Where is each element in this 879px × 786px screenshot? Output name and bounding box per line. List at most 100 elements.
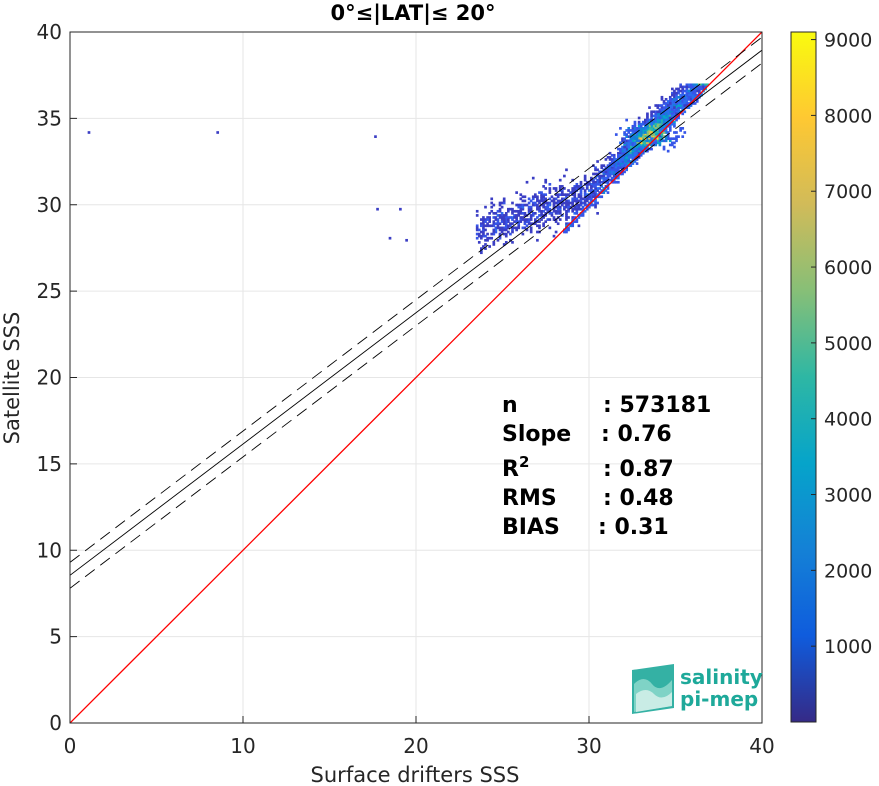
density-cell	[560, 214, 564, 217]
density-cell	[702, 85, 705, 89]
density-cell	[583, 199, 587, 203]
density-cell	[652, 127, 655, 130]
density-cell	[388, 236, 392, 240]
density-cell	[606, 172, 610, 176]
density-cell	[654, 133, 658, 136]
density-cell	[602, 172, 606, 176]
density-cell	[675, 104, 678, 107]
density-cell	[635, 158, 639, 161]
density-cell	[666, 122, 670, 126]
density-cell	[608, 156, 612, 159]
density-cell	[521, 195, 525, 199]
density-cell	[648, 135, 651, 138]
density-cell	[569, 201, 572, 205]
density-cell	[629, 139, 633, 143]
density-cell	[484, 238, 487, 242]
density-cell	[671, 110, 674, 114]
density-cell	[644, 118, 647, 122]
density-cell	[399, 207, 402, 211]
density-cell	[540, 199, 543, 203]
density-cell	[648, 127, 651, 130]
density-cell	[492, 220, 496, 223]
density-cell	[629, 147, 633, 151]
density-cell	[542, 197, 545, 201]
density-cell	[583, 193, 587, 197]
density-cell	[527, 220, 531, 223]
density-cell	[480, 236, 483, 240]
density-cell	[521, 232, 525, 236]
density-cell	[540, 209, 543, 213]
density-cell	[641, 141, 645, 145]
density-cell	[596, 172, 599, 176]
density-cell	[697, 87, 701, 91]
density-cell	[629, 133, 633, 136]
density-cell	[631, 131, 635, 134]
x-tick-label: 10	[230, 734, 255, 758]
density-cell	[631, 149, 635, 153]
density-cell	[668, 116, 672, 120]
density-cell	[552, 199, 556, 203]
density-cell	[573, 193, 577, 197]
density-cell	[498, 209, 502, 213]
density-cell	[675, 139, 678, 143]
density-cell	[585, 203, 589, 207]
density-cell	[482, 228, 485, 232]
density-cell	[641, 122, 645, 126]
density-cell	[668, 97, 672, 101]
density-cell	[637, 127, 641, 130]
density-cell	[639, 143, 643, 147]
density-cell	[685, 102, 689, 105]
density-cell	[484, 247, 487, 250]
density-cell	[662, 135, 666, 138]
density-cell	[496, 209, 500, 213]
density-cell	[621, 156, 624, 159]
density-cell	[617, 180, 620, 184]
y-tick-label: 5	[49, 625, 62, 649]
density-cell	[500, 226, 504, 230]
density-cell	[671, 108, 674, 112]
density-cell	[660, 135, 664, 138]
density-cell	[677, 135, 680, 138]
density-cell	[554, 189, 558, 192]
density-cell	[600, 174, 604, 178]
density-cell	[633, 147, 637, 151]
density-cell	[579, 187, 583, 190]
density-cell	[525, 180, 529, 184]
density-cell	[646, 147, 649, 151]
density-cell	[685, 100, 689, 103]
density-cell	[515, 220, 518, 223]
density-cell	[668, 114, 672, 118]
density-cell	[666, 100, 670, 103]
density-cell	[673, 100, 676, 103]
density-cell	[527, 201, 531, 205]
density-cell	[579, 191, 583, 194]
density-cell	[619, 141, 622, 145]
density-cell	[633, 153, 637, 157]
density-cell	[533, 203, 537, 207]
density-cell	[683, 93, 687, 97]
density-cell	[500, 216, 504, 219]
density-cell	[565, 205, 568, 209]
density-cell	[623, 131, 626, 134]
density-cell	[577, 195, 581, 199]
density-cell	[600, 195, 604, 199]
density-cell	[604, 176, 608, 180]
density-cell	[529, 222, 533, 226]
density-cell	[529, 207, 533, 211]
density-cell	[619, 147, 622, 151]
density-cell	[658, 124, 662, 128]
density-cell	[529, 199, 533, 203]
density-cell	[650, 129, 653, 132]
density-cell	[544, 220, 548, 223]
density-cell	[664, 104, 668, 107]
density-cell	[650, 120, 653, 124]
density-cell	[554, 220, 558, 223]
density-cell	[627, 131, 631, 134]
density-cell	[571, 191, 575, 194]
density-cell	[700, 93, 703, 97]
density-cell	[629, 145, 633, 149]
density-cell	[683, 106, 687, 109]
colorbar-tick-label: 4000	[824, 409, 872, 431]
density-cell	[623, 133, 626, 136]
density-cell	[577, 199, 581, 203]
